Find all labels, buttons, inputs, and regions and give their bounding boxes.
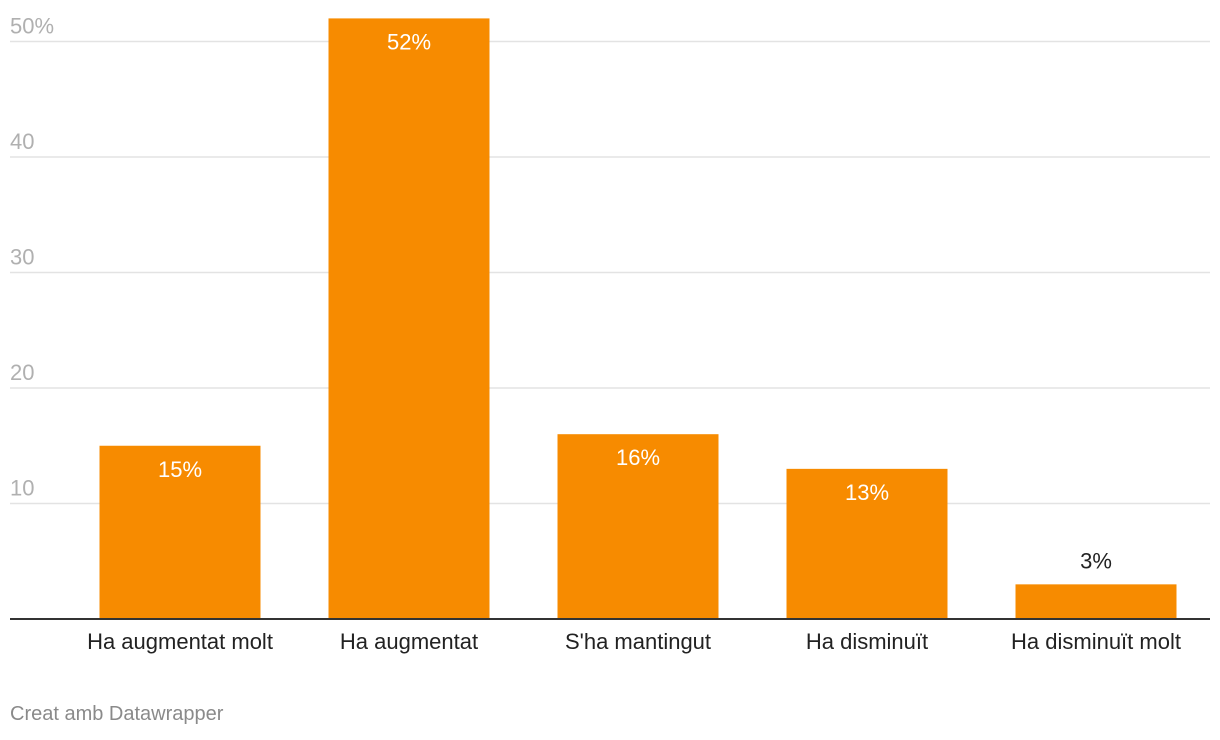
bar bbox=[786, 468, 948, 619]
bar bbox=[99, 445, 261, 619]
x-tick-label: Ha disminuït bbox=[806, 629, 928, 654]
bar bbox=[557, 434, 719, 619]
y-tick-label: 20 bbox=[10, 360, 34, 385]
y-tick-label: 10 bbox=[10, 476, 34, 501]
x-tick-label: Ha disminuït molt bbox=[1011, 629, 1181, 654]
x-tick-label: S'ha mantingut bbox=[565, 629, 711, 654]
data-label: 16% bbox=[616, 445, 660, 470]
bar-chart: 10 20 30 40 50% 15% Ha augmentat molt 52% Ha aug… bbox=[10, 14, 1210, 654]
y-tick-label: 30 bbox=[10, 245, 34, 270]
y-tick-label: 40 bbox=[10, 129, 34, 154]
data-label: 52% bbox=[387, 29, 431, 54]
bar bbox=[1015, 584, 1177, 619]
data-label: 15% bbox=[158, 457, 202, 482]
x-tick-label: Ha augmentat bbox=[340, 629, 478, 654]
data-label: 13% bbox=[845, 480, 889, 505]
data-label: 3% bbox=[1080, 548, 1112, 573]
y-tick-label: 50% bbox=[10, 14, 54, 39]
bar bbox=[328, 18, 490, 619]
x-tick-label: Ha augmentat molt bbox=[87, 629, 273, 654]
credit-text: Creat amb Datawrapper bbox=[10, 703, 224, 725]
